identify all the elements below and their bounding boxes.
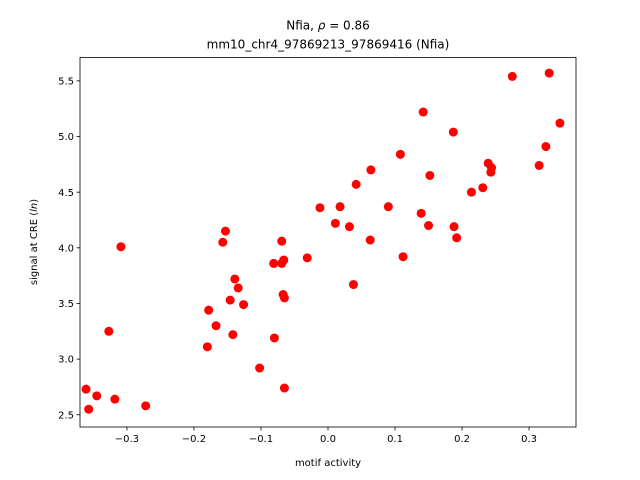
data-point <box>544 68 554 78</box>
y-tick-label: 5.5 <box>58 76 74 87</box>
data-point <box>425 170 435 180</box>
data-point <box>534 160 544 170</box>
data-point <box>269 333 279 343</box>
y-axis-label-prefix: signal at CRE ( <box>29 212 40 285</box>
chart-title-line2: mm10_chr4_97869213_97869416 (Nfia) <box>207 38 450 52</box>
y-tick-label: 4.5 <box>58 188 74 199</box>
y-tick-label: 4.0 <box>58 243 74 254</box>
data-point <box>416 208 426 218</box>
data-point <box>279 255 289 265</box>
x-tick-label: 0.0 <box>320 434 336 445</box>
data-point <box>452 233 462 243</box>
x-axis-label: motif activity <box>295 458 361 469</box>
data-point <box>315 203 325 213</box>
data-point <box>507 71 517 81</box>
chart-title-prefix: Nfia, <box>286 19 318 33</box>
data-point <box>116 242 126 252</box>
data-point <box>366 165 376 175</box>
chart-title-line1: Nfia, ρ = 0.86 <box>286 19 370 33</box>
data-point <box>395 149 405 159</box>
x-tick-label: −0.1 <box>249 434 273 445</box>
y-axis-label: signal at CRE (ln) <box>29 199 40 285</box>
data-point <box>141 401 151 411</box>
data-point <box>348 280 358 290</box>
data-point <box>255 363 265 373</box>
data-point <box>81 384 91 394</box>
data-point <box>239 300 249 310</box>
x-tick-label: 0.1 <box>387 434 403 445</box>
x-tick-label: −0.2 <box>182 434 206 445</box>
data-point <box>104 326 114 336</box>
data-point <box>211 321 221 331</box>
data-point <box>302 253 312 263</box>
data-point <box>555 118 565 128</box>
data-point <box>487 163 497 173</box>
x-tick-label: 0.3 <box>521 434 537 445</box>
y-axis-label-suffix: ) <box>29 199 40 203</box>
chart-title-symbol: ρ <box>318 19 326 33</box>
data-point <box>218 237 228 247</box>
data-point <box>330 218 340 228</box>
data-point <box>478 183 488 193</box>
x-axis-ticks: −0.3 −0.2 −0.1 0.0 0.1 0.2 0.3 <box>115 427 537 445</box>
data-point <box>344 222 354 232</box>
data-point <box>84 404 94 414</box>
data-point <box>541 142 551 152</box>
data-point <box>279 293 289 303</box>
data-point <box>418 107 428 117</box>
data-point <box>228 330 238 340</box>
data-point <box>202 342 212 352</box>
y-tick-label: 5.0 <box>58 132 74 143</box>
data-point <box>424 221 434 231</box>
y-tick-label: 3.5 <box>58 299 74 310</box>
data-point <box>383 202 393 212</box>
data-point <box>277 236 287 246</box>
data-point <box>365 235 375 245</box>
chart-title-value: = 0.86 <box>325 19 369 33</box>
data-point <box>110 394 120 404</box>
data-point <box>92 391 102 401</box>
data-point <box>269 258 279 268</box>
data-point <box>279 383 289 393</box>
data-point <box>204 305 214 315</box>
data-point <box>335 202 345 212</box>
y-tick-label: 2.5 <box>58 410 74 421</box>
x-tick-label: −0.3 <box>115 434 139 445</box>
y-axis-ticks: 2.5 3.0 3.5 4.0 4.5 5.0 5.5 <box>58 76 80 421</box>
data-point <box>351 179 361 189</box>
data-point <box>225 295 235 305</box>
data-point <box>466 187 476 197</box>
data-points <box>81 68 565 414</box>
x-tick-label: 0.2 <box>454 434 470 445</box>
data-point <box>398 252 408 262</box>
plot-area-frame <box>79 57 577 428</box>
data-point <box>220 226 230 236</box>
data-point <box>448 127 458 137</box>
data-point <box>230 274 240 284</box>
y-tick-label: 3.0 <box>58 355 74 366</box>
data-point <box>449 222 459 232</box>
y-axis-label-italic: ln <box>29 203 40 212</box>
data-point <box>233 283 243 293</box>
